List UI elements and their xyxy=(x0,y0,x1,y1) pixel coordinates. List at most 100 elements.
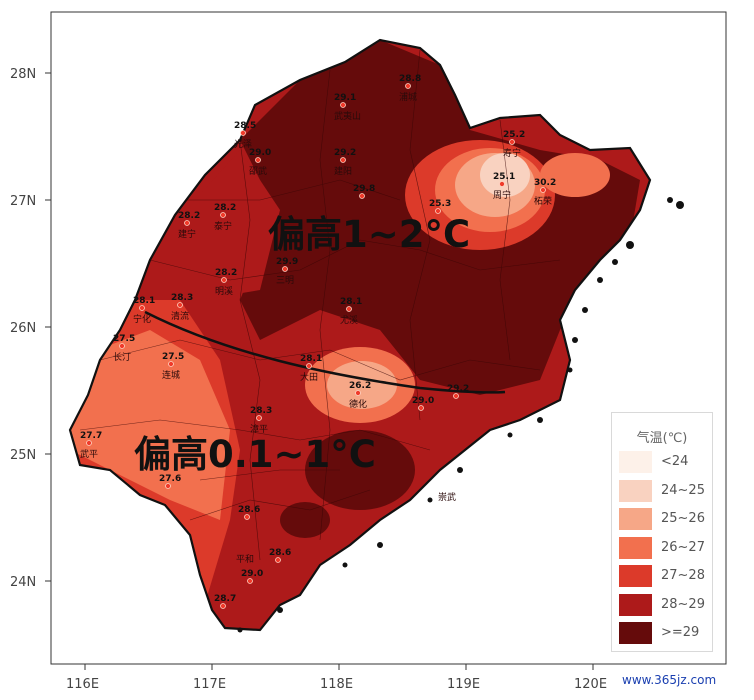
station-value: 28.8 xyxy=(399,74,421,84)
station-marker: 29.8 xyxy=(353,184,375,199)
anomaly-label-high: 偏高1~2°C xyxy=(268,213,470,256)
station-dot xyxy=(221,277,227,283)
lat-tick-25: 25N xyxy=(10,448,36,463)
legend: 气温(℃) <24 24~25 25~26 26~27 27~28 28~29 >=29 xyxy=(611,412,713,652)
station-name: 周宁 xyxy=(493,189,511,201)
station-dot xyxy=(282,266,288,272)
station-value: 28.2 xyxy=(215,268,237,278)
station-marker: 28.6 xyxy=(269,548,291,563)
station-name: 武平 xyxy=(80,448,98,460)
station-marker: 28.2 明溪 xyxy=(215,268,237,297)
station-marker: 28.8 浦城 xyxy=(399,74,421,103)
station-value: 28.5 xyxy=(234,121,256,131)
station-marker: 28.2 建宁 xyxy=(178,211,200,240)
legend-item: 26~27 xyxy=(619,536,709,562)
station-value: 28.3 xyxy=(171,293,193,303)
legend-label: 26~27 xyxy=(661,539,705,555)
legend-title: 气温(℃) xyxy=(636,431,688,446)
station-name: 尤溪 xyxy=(340,314,358,326)
legend-swatch xyxy=(619,536,652,559)
station-dot xyxy=(359,193,365,199)
station-marker: 27.7 武平 xyxy=(80,431,102,460)
axes-frame xyxy=(50,11,727,665)
station-dot xyxy=(306,363,312,369)
legend-item: 27~28 xyxy=(619,565,709,590)
station-name: 平和 xyxy=(236,554,254,565)
station-dot xyxy=(184,220,190,226)
station-value: 29.0 xyxy=(241,569,263,579)
station-value: 29.9 xyxy=(276,257,298,267)
station-marker: 30.2 柘荣 xyxy=(534,178,556,207)
station-marker: 28.1 大田 xyxy=(300,354,322,383)
station-dot xyxy=(418,405,424,411)
station-layer: 28.8浦城29.1武夷山28.5光泽29.0邵武29.2建阳28.2建宁28.… xyxy=(80,74,556,609)
station-marker: 29.0 xyxy=(412,396,434,411)
station-dot xyxy=(119,343,125,349)
legend-label: 27~28 xyxy=(661,568,705,583)
station-name: 长汀 xyxy=(113,351,131,363)
legend-swatch xyxy=(619,479,652,502)
lat-tick-28: 28N xyxy=(10,67,36,82)
lat-tick-26: 26N xyxy=(10,321,36,336)
station-value: 29.0 xyxy=(412,396,434,406)
station-marker: 崇武 xyxy=(438,491,456,503)
lon-tick-120: 120E xyxy=(574,677,607,692)
lon-tick-116: 116E xyxy=(66,677,99,692)
legend-swatch xyxy=(619,508,652,530)
station-name: 宁化 xyxy=(133,313,151,325)
station-value: 27.7 xyxy=(80,431,102,441)
station-value: 28.1 xyxy=(340,297,362,307)
legend-swatch xyxy=(619,593,652,616)
station-marker: 29.1 武夷山 xyxy=(334,93,361,122)
station-dot xyxy=(247,578,253,584)
station-marker: 29.2 xyxy=(447,384,469,399)
station-value: 28.2 xyxy=(214,203,236,213)
station-value: 29.1 xyxy=(334,93,356,103)
station-value: 25.1 xyxy=(493,172,515,182)
station-name: 建阳 xyxy=(334,165,352,177)
station-marker: 28.3 漳平 xyxy=(250,406,272,435)
station-dot xyxy=(340,102,346,108)
station-dot xyxy=(540,187,546,193)
station-marker: 26.2 德化 xyxy=(349,381,371,410)
station-dot xyxy=(355,390,361,396)
station-marker: 平和 xyxy=(236,554,254,565)
axis-ticks xyxy=(45,72,594,670)
station-value: 28.1 xyxy=(300,354,322,364)
station-marker: 28.3 清流 xyxy=(171,293,193,322)
station-value: 27.5 xyxy=(113,334,135,344)
station-marker: 28.7 xyxy=(214,594,236,609)
station-name: 崇武 xyxy=(438,491,456,503)
station-marker: 29.0 邵武 xyxy=(249,148,271,177)
station-dot xyxy=(168,361,174,367)
station-name: 柘荣 xyxy=(534,195,552,207)
station-dot xyxy=(275,557,281,563)
county-boundaries xyxy=(79,49,561,561)
legend-label: <24 xyxy=(661,454,689,469)
station-name: 三明 xyxy=(276,275,294,286)
station-value: 29.8 xyxy=(353,184,375,194)
legend-item: 25~26 xyxy=(619,508,709,533)
station-dot xyxy=(244,514,250,520)
station-value: 29.2 xyxy=(447,384,469,394)
station-value: 28.1 xyxy=(133,296,155,306)
station-dot xyxy=(435,208,441,214)
station-dot xyxy=(177,302,183,308)
station-dot xyxy=(165,483,171,489)
station-name: 漳平 xyxy=(250,423,268,435)
station-marker: 25.2 寿宁 xyxy=(503,130,525,159)
station-name: 浦城 xyxy=(399,91,417,103)
station-dot xyxy=(220,212,226,218)
legend-swatch xyxy=(619,565,652,587)
station-dot xyxy=(405,83,411,89)
legend-label: 28~29 xyxy=(661,596,705,612)
station-marker: 28.1 宁化 xyxy=(133,296,155,325)
legend-swatch xyxy=(619,451,652,473)
station-dot xyxy=(340,157,346,163)
anomaly-divide-line xyxy=(144,310,506,394)
station-dot xyxy=(453,393,459,399)
station-dot xyxy=(255,157,261,163)
islands xyxy=(237,197,684,633)
station-dot xyxy=(86,440,92,446)
station-name: 寿宁 xyxy=(503,147,521,159)
